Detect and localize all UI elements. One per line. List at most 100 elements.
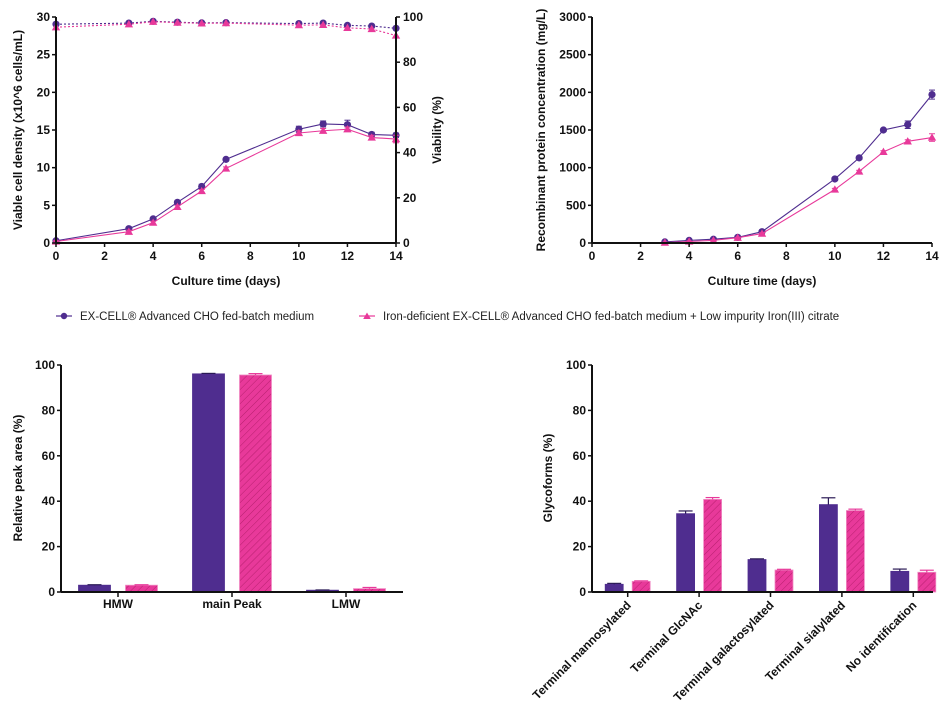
- data-point: [927, 133, 937, 141]
- bar: [890, 570, 910, 593]
- data-point: [319, 120, 327, 128]
- data-point: [343, 125, 352, 133]
- data-point: [124, 20, 134, 28]
- data-point: [855, 154, 863, 162]
- data-point: [221, 18, 231, 27]
- series-line: [55, 21, 397, 37]
- y-axis-tick-label: 20: [37, 85, 51, 99]
- x-axis-tick-label: 8: [247, 249, 254, 263]
- series-line: [664, 94, 933, 243]
- series-line: [55, 123, 397, 242]
- series-line: [55, 20, 397, 29]
- series-0: [661, 89, 936, 246]
- y-axis-tick-label: 20: [573, 540, 587, 554]
- data-point: [831, 175, 839, 183]
- data-point: [928, 90, 936, 99]
- y-axis-tick-label: 0: [579, 585, 586, 599]
- data-point: [222, 155, 230, 163]
- data-point: [221, 164, 231, 172]
- y2-axis-tick-label: 40: [403, 146, 417, 160]
- data-point: [294, 128, 304, 137]
- data-point: [367, 24, 376, 33]
- data-point: [124, 227, 134, 235]
- data-point: [879, 126, 888, 134]
- y2-axis-title: Viability (%): [430, 96, 444, 164]
- x-axis-tick-label: main Peak: [202, 597, 262, 611]
- series-line: [664, 136, 933, 244]
- bar: [846, 510, 865, 593]
- x-axis-tick-label: LMW: [332, 597, 361, 611]
- legend-item-iron-deficient: Iron-deficient EX-CELL® Advanced CHO fed…: [359, 311, 839, 323]
- data-point: [173, 18, 182, 26]
- bar: [192, 373, 225, 593]
- y-axis-tick-label: 80: [42, 403, 56, 417]
- x-axis-tick-label: 4: [150, 249, 157, 263]
- legend-label: Iron-deficient EX-CELL® Advanced CHO fed…: [383, 311, 839, 323]
- x-axis-tick-label: 4: [686, 249, 693, 263]
- y2-axis-tick-label: 20: [403, 191, 417, 205]
- x-axis-tick-label: 12: [877, 249, 891, 263]
- x-axis-title: Culture time (days): [708, 274, 817, 288]
- bar: [631, 580, 651, 593]
- bar: [604, 583, 624, 593]
- series-1: [660, 133, 937, 246]
- x-axis-tick-label: 2: [101, 249, 108, 263]
- data-point: [904, 121, 912, 129]
- x-axis-tick-label: 0: [53, 249, 60, 263]
- x-axis-tick-label: No identification: [843, 598, 919, 674]
- y-axis-tick-label: 40: [573, 494, 587, 508]
- data-point: [830, 185, 840, 193]
- bar: [78, 584, 111, 593]
- x-axis-tick-label: 0: [589, 249, 596, 263]
- data-point: [173, 202, 182, 210]
- bar: [774, 569, 794, 593]
- x-axis-tick-label: 10: [828, 249, 842, 263]
- chart-protein-concentration: 0 500 1000 1500 2000 2500 3000 0 2 4 6 8 10 12 14 Cult…: [534, 9, 939, 288]
- data-point: [903, 137, 912, 145]
- series-line: [55, 128, 397, 243]
- x-axis-tick-label: HMW: [103, 597, 134, 611]
- y-axis-title: Glycoforms (%): [541, 434, 555, 523]
- data-point: [197, 186, 206, 195]
- y-axis-tick-label: 80: [573, 403, 587, 417]
- legend-triangle-marker: [363, 312, 371, 319]
- bar: [125, 584, 158, 593]
- data-point: [318, 126, 328, 134]
- y-axis-tick-label: 40: [42, 494, 56, 508]
- x-axis-tick-label: Terminal GlcNAc: [628, 598, 706, 676]
- bar: [917, 571, 937, 593]
- chart-peak-area: HMW main Peak LMW 0 20 40 60 80 100 Relative pea…: [11, 358, 403, 611]
- y-axis-tick-label: 15: [37, 123, 51, 137]
- y-axis-tick-label: 1500: [559, 123, 586, 137]
- y-axis-tick-label: 0: [48, 585, 55, 599]
- legend: EX-CELL® Advanced CHO fed-batch medium I…: [56, 311, 839, 323]
- y-axis-title: Relative peak area (%): [11, 415, 25, 542]
- y-axis-tick-label: 500: [566, 198, 586, 212]
- legend-item-excell: EX-CELL® Advanced CHO fed-batch medium: [56, 311, 314, 323]
- x-axis-tick-label: 12: [341, 249, 355, 263]
- bar: [747, 559, 767, 593]
- x-axis-tick-label: 14: [925, 249, 939, 263]
- y-axis-tick-label: 100: [35, 358, 55, 372]
- y-axis-tick-label: 10: [37, 161, 51, 175]
- data-point: [879, 147, 888, 155]
- data-point: [148, 17, 158, 25]
- x-axis-tick-label: Terminal mannosylated: [530, 598, 634, 702]
- bar: [239, 374, 272, 593]
- y2-axis-tick-label: 60: [403, 100, 417, 114]
- data-point: [854, 167, 864, 175]
- x-axis-tick-label: Terminal sialylated: [762, 598, 848, 684]
- series-1: [51, 125, 401, 245]
- y-axis-tick-label: 2000: [559, 85, 586, 99]
- data-point: [198, 182, 206, 191]
- y2-axis-tick-label: 0: [403, 236, 410, 250]
- y-axis-tick-label: 1000: [559, 161, 586, 175]
- y-axis-tick-label: 20: [42, 540, 56, 554]
- y-axis-tick-label: 60: [42, 449, 56, 463]
- y-axis-title: Viable cell density (x10^6 cells/mL): [11, 30, 25, 230]
- bar: [703, 498, 722, 593]
- data-point: [367, 133, 376, 141]
- x-axis-tick-label: 2: [637, 249, 644, 263]
- bar: [676, 513, 695, 593]
